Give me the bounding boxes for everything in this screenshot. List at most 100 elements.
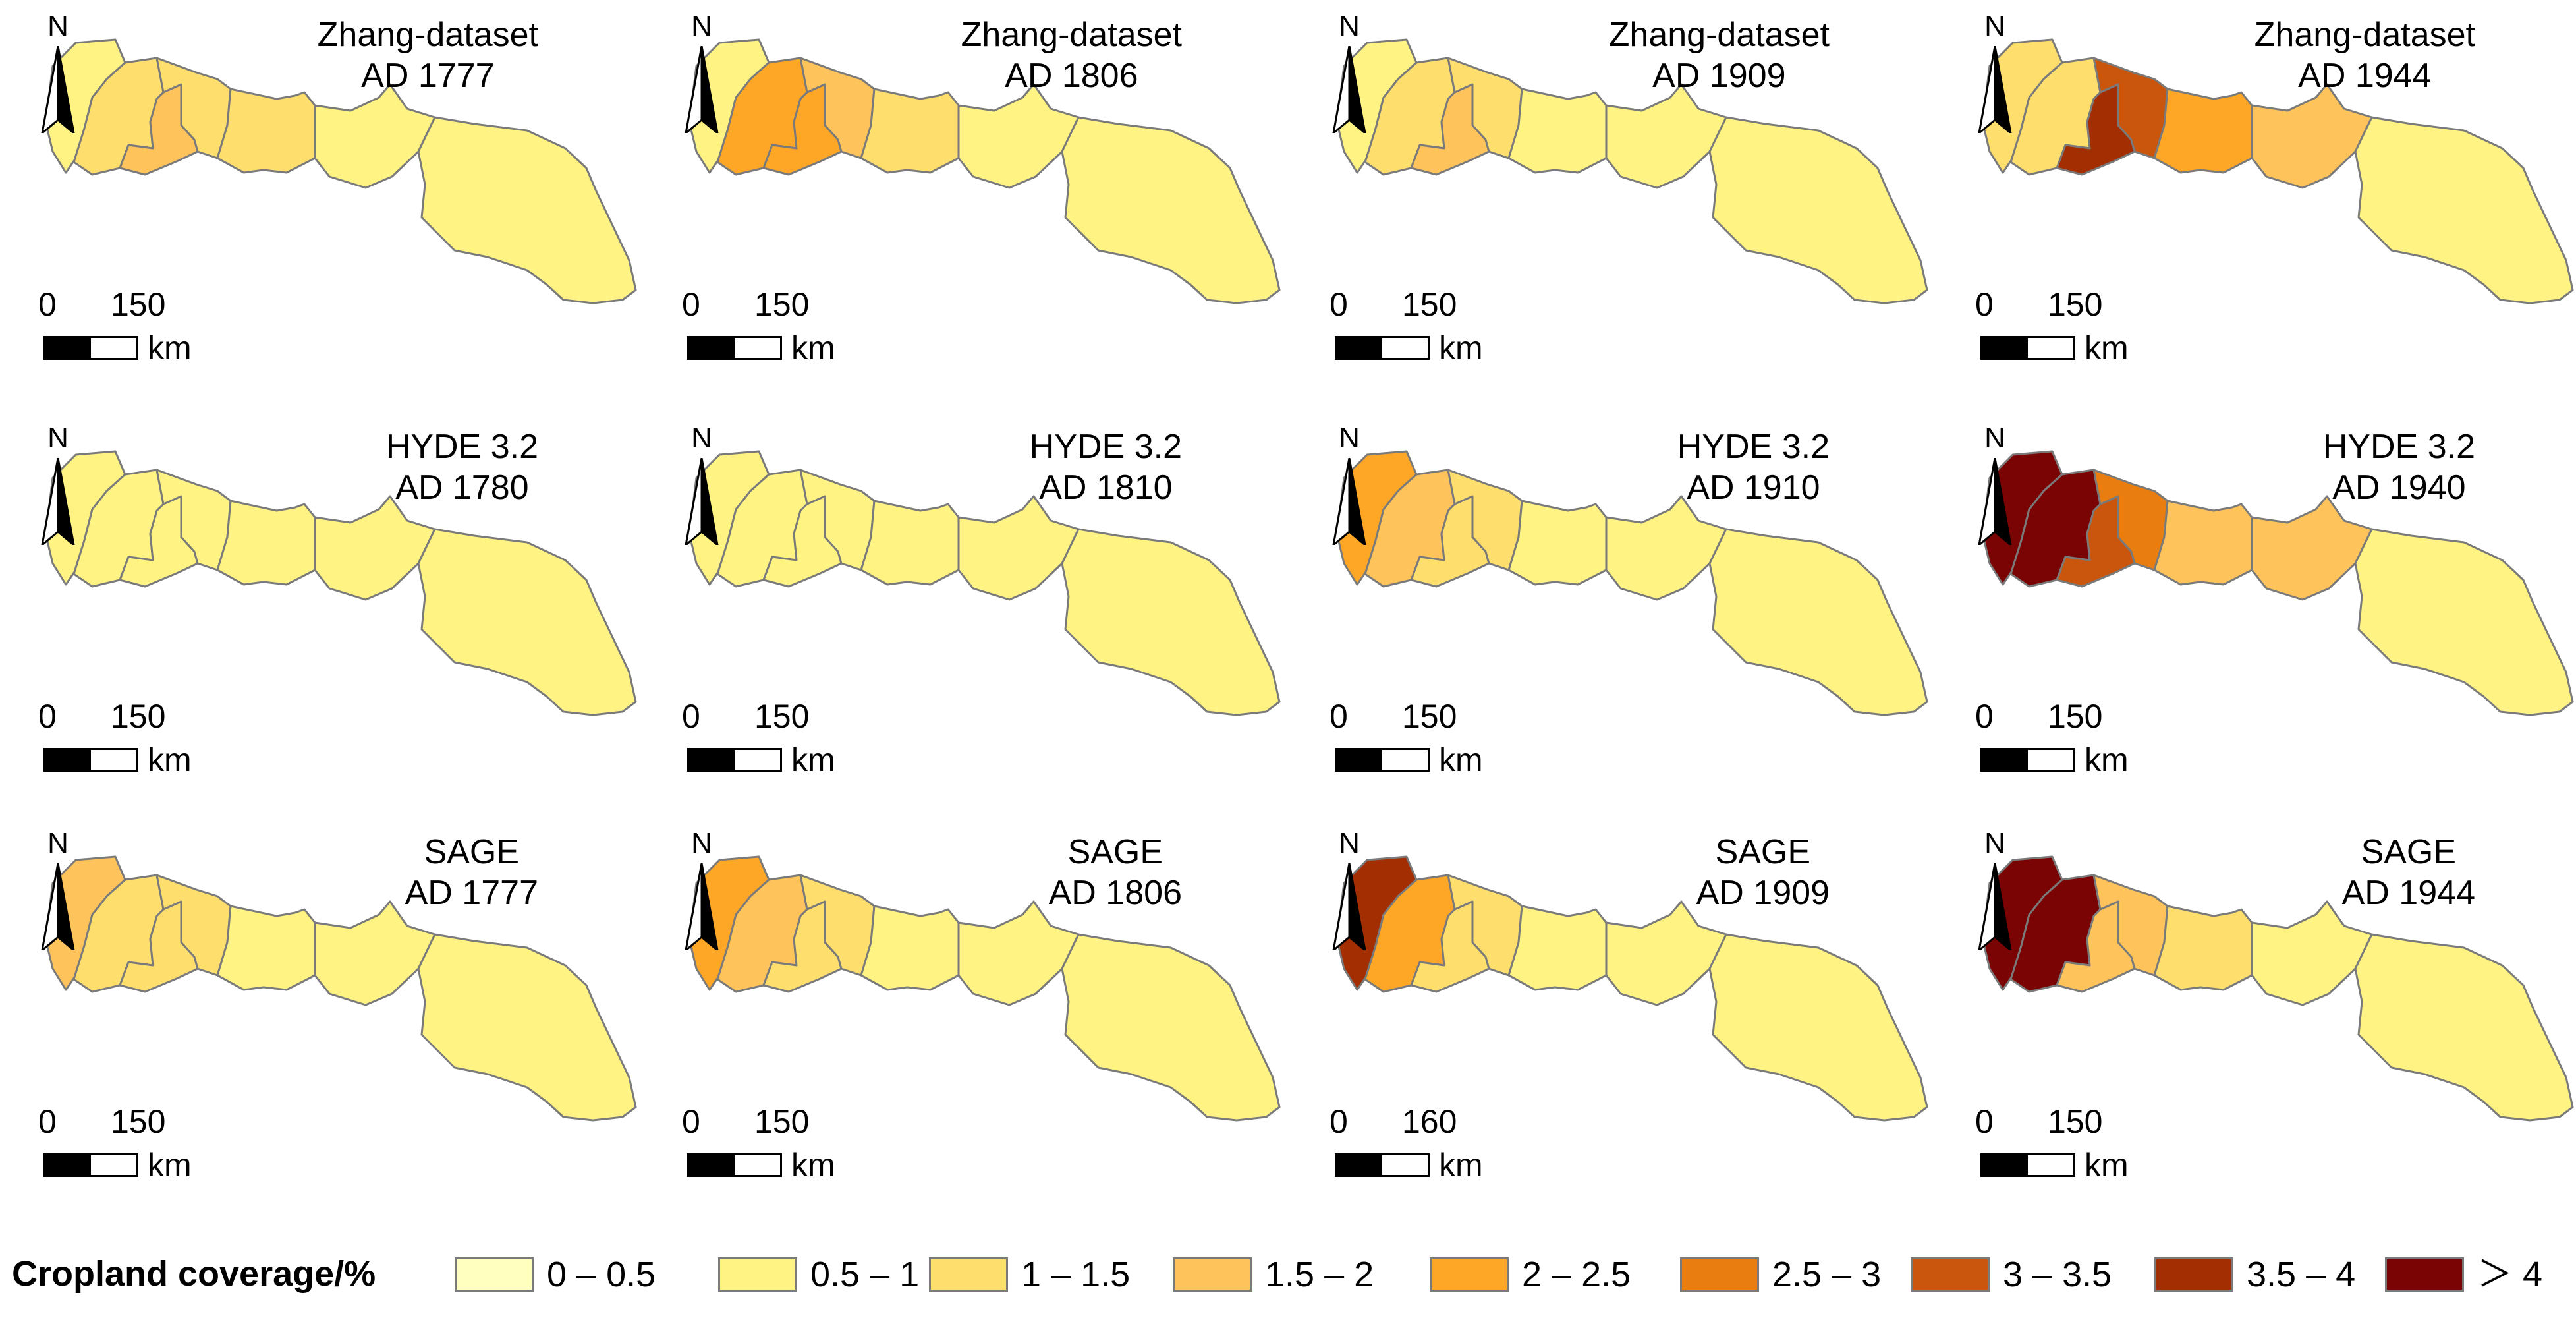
dataset-name: Zhang-dataset [961,16,1182,54]
region-5 [2153,88,2253,174]
scale-start-label: 0 [38,286,57,323]
dataset-name: SAGE [424,833,520,871]
region-6 [2251,495,2373,601]
map-panel: N SAGE AD 1944 0 150 km [1937,817,2576,1226]
map-panel: N Zhang-dataset AD 1777 0 150 km [0,0,644,409]
scale-bar: 0 150 km [1975,1103,2173,1189]
scale-bar-graphic [1335,336,1430,360]
map-panel: N HYDE 3.2 AD 1780 0 150 km [0,412,644,820]
scale-end-label: 150 [2048,1103,2103,1140]
county-map [1335,450,1928,716]
scale-unit: km [2085,1147,2129,1184]
scale-bar-black-segment [1982,1155,2028,1175]
scale-start-label: 0 [682,698,700,735]
north-arrow: N [1969,12,2021,137]
north-label: N [47,827,69,859]
legend-label: ＞ 4 [2477,1255,2543,1294]
year-label: AD 1940 [2332,469,2466,507]
north-arrow-icon [1978,458,2012,545]
legend-label: 0 – 0.5 [547,1255,656,1294]
panel-title: SAGE AD 1777 [405,832,538,913]
scale-bar-black-segment [689,338,735,358]
region-7 [1708,116,1928,304]
county-map [1980,38,2574,304]
scale-bar: 0 150 km [1975,698,2173,784]
scale-start-label: 0 [1975,286,1994,323]
north-label: N [1984,827,2005,859]
region-6 [957,495,1080,601]
scale-bar: 0 160 km [1330,1103,1527,1189]
scale-end-label: 150 [111,698,166,735]
county-map [687,855,1281,1122]
region-5 [860,500,960,586]
scale-start-label: 0 [1975,698,1994,735]
year-label: AD 1944 [2298,57,2432,95]
north-arrow: N [32,829,84,954]
legend-swatch [455,1257,534,1292]
legend-swatch [718,1257,797,1292]
dataset-name: HYDE 3.2 [2322,428,2475,466]
scale-start-label: 0 [1330,1103,1348,1140]
scale-bar: 0 150 km [38,286,236,372]
county-map [1980,855,2574,1122]
scale-unit: km [791,741,835,778]
region-7 [2354,528,2574,716]
dataset-name: HYDE 3.2 [1029,428,1182,466]
north-arrow-icon [685,46,719,133]
north-arrow-icon [1332,46,1366,133]
panel-title: HYDE 3.2 AD 1810 [1030,426,1182,508]
map-panel: N SAGE AD 1909 0 160 km [1291,817,1935,1226]
north-arrow: N [675,424,728,549]
legend-swatch [1173,1257,1252,1292]
county-map [43,855,637,1122]
scale-end-label: 150 [2048,698,2103,735]
north-arrow-icon [1332,458,1366,545]
region-7 [1061,933,1281,1122]
scale-bar-black-segment [1982,338,2028,358]
scale-bar-graphic [43,336,138,360]
panel-title: SAGE AD 1944 [2342,832,2475,913]
north-label: N [47,10,69,42]
region-5 [216,88,316,174]
legend-label: 1 – 1.5 [1021,1255,1131,1294]
region-6 [314,495,436,601]
north-arrow: N [675,12,728,137]
region-5 [1507,905,1608,991]
scale-bar-graphic [43,1153,138,1177]
scale-bar: 0 150 km [38,1103,236,1189]
north-arrow-icon [41,46,75,133]
north-arrow: N [32,424,84,549]
scale-unit: km [1439,1147,1483,1184]
region-6 [957,900,1080,1006]
county-map [1980,450,2574,716]
region-5 [1507,88,1608,174]
legend-label: 2.5 – 3 [1772,1255,1882,1294]
panel-title: SAGE AD 1909 [1696,832,1830,913]
north-arrow: N [675,829,728,954]
region-7 [417,116,637,304]
north-label: N [1339,10,1360,42]
legend-swatch [929,1257,1008,1292]
year-label: AD 1910 [1687,469,1820,507]
scale-start-label: 0 [682,286,700,323]
scale-bar-graphic [687,1153,782,1177]
scale-unit: km [148,741,192,778]
north-label: N [691,10,712,42]
scale-bar-black-segment [689,1155,735,1175]
region-6 [2251,900,2373,1006]
region-7 [417,528,637,716]
north-arrow: N [1323,424,1376,549]
county-map [43,450,637,716]
year-label: AD 1806 [1005,57,1138,95]
legend-swatch [1680,1257,1759,1292]
north-arrow: N [1323,829,1376,954]
scale-end-label: 150 [1402,698,1457,735]
county-map [1335,855,1928,1122]
legend-label: 3.5 – 4 [2247,1255,2356,1294]
scale-start-label: 0 [1330,698,1348,735]
year-label: AD 1810 [1039,469,1173,507]
map-panel: N HYDE 3.2 AD 1810 0 150 km [644,412,1287,820]
year-label: AD 1806 [1048,874,1182,912]
north-arrow-icon [41,458,75,545]
scale-bar-graphic [1335,1153,1430,1177]
